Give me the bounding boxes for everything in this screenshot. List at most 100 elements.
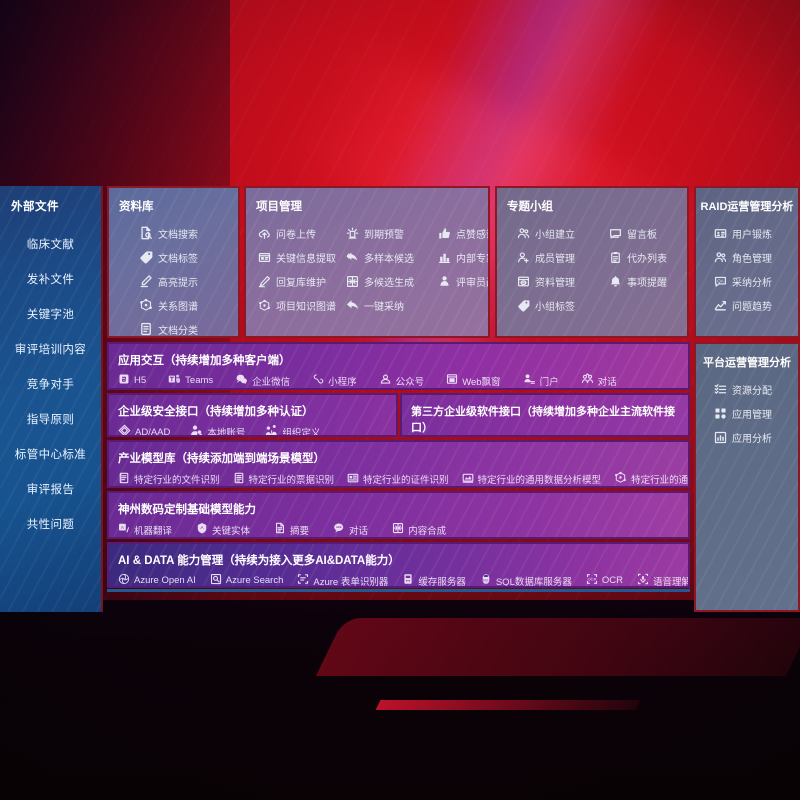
item-label: 语音理解	[652, 576, 690, 588]
item-questionnaire-upload[interactable]: 问卷上传	[258, 221, 346, 245]
sidebar-item-clinical-literature[interactable]: 临床文献	[26, 238, 75, 251]
item-document-classification[interactable]: 文档分类	[139, 317, 230, 336]
item-dialog[interactable]: 对话	[581, 373, 617, 388]
item-label: SQL数据库服务器	[495, 576, 572, 588]
item-group-creation[interactable]: 小组建立	[517, 221, 609, 245]
document-search-icon	[139, 226, 153, 240]
item-app-management[interactable]: 应用管理	[714, 401, 790, 425]
item-label: 应用管理	[732, 409, 772, 421]
sidebar-item-competitors[interactable]: 竞争对手	[26, 378, 75, 391]
item-id-recognition[interactable]: 特定行业的证件识别	[347, 472, 449, 486]
item-document-tag[interactable]: 文档标签	[139, 245, 230, 269]
item-sql-database-server[interactable]: SQL SQL数据库服务器	[480, 573, 572, 588]
item-h5[interactable]: H5	[118, 373, 146, 388]
portal-icon	[523, 373, 536, 388]
item-label: 对话	[349, 525, 369, 537]
item-reply-library-maintenance[interactable]: 回复库维护	[258, 269, 346, 293]
item-wechat-work[interactable]: 企业微信	[235, 373, 290, 388]
bell-icon	[609, 275, 622, 288]
thumbs-up-icon	[438, 227, 451, 240]
item-group-tag[interactable]: 小组标签	[517, 293, 609, 317]
item-multi-candidate-generation[interactable]: 多候选生成	[346, 269, 438, 293]
item-project-knowledge-graph[interactable]: 项目知识图谱	[258, 293, 346, 317]
item-label: 资源分配	[732, 385, 772, 397]
svg-text:A: A	[121, 525, 125, 531]
item-todo-list[interactable]: 代办列表	[609, 245, 679, 269]
item-web-float-window[interactable]: Web飘窗	[446, 373, 501, 388]
item-label: 用户锻炼	[732, 229, 772, 241]
item-official-account[interactable]: 公众号	[379, 373, 425, 388]
item-expiry-warning[interactable]: 到期预警	[346, 221, 438, 245]
item-highlight-hint[interactable]: 高亮提示	[139, 269, 230, 293]
row-app-interaction: 应用交互（持续增加多种客户端） H5 Teams 企业微信 小程序 公众号	[107, 342, 690, 390]
item-ad-aad[interactable]: AD/AAD	[118, 424, 170, 435]
sidebar-item-keyword-pool[interactable]: 关键字池	[26, 308, 75, 321]
id-card-icon	[714, 227, 727, 240]
graph-network-icon	[614, 471, 627, 486]
item-ocr[interactable]: OCR OCR	[586, 573, 623, 586]
speech-icon	[637, 573, 649, 586]
item-user-training[interactable]: 用户锻炼	[714, 221, 790, 245]
item-org-definition[interactable]: 组织定义	[265, 424, 320, 435]
sidebar-item-supplement-files[interactable]: 发补文件	[26, 273, 75, 286]
item-label: 文档搜索	[158, 229, 198, 241]
tag-icon	[139, 250, 153, 264]
item-file-recognition[interactable]: 特定行业的文件识别	[118, 472, 220, 486]
sidebar-item-review-training[interactable]: 审评培训内容	[14, 343, 87, 356]
item-role-management[interactable]: 角色管理	[714, 245, 790, 269]
item-azure-open-ai[interactable]: Azure Open AI	[118, 573, 196, 586]
item-one-click-adopt[interactable]: 一键采纳	[346, 293, 438, 317]
item-message-board[interactable]: 留言板	[609, 221, 679, 245]
row-item-list: H5 Teams 企业微信 小程序 公众号 Web飘窗	[109, 368, 688, 388]
person-add-icon	[517, 251, 530, 264]
item-cache-server[interactable]: 缓存服务器	[402, 573, 466, 586]
item-relation-graph[interactable]: 关系图谱	[139, 293, 230, 317]
item-speech-understanding[interactable]: 语音理解	[637, 573, 690, 588]
sidebar-item-guidelines[interactable]: 指导原则	[26, 413, 75, 426]
item-key-info-extraction[interactable]: 关键信息提取	[258, 245, 346, 269]
item-label: Teams	[185, 375, 214, 386]
item-local-account[interactable]: 本地账号	[190, 424, 245, 435]
row-title: AI & DATA 能力管理（持续为接入更多AI&DATA能力）	[118, 555, 400, 567]
item-key-entity[interactable]: A 关键实体	[196, 522, 250, 537]
pen-icon	[258, 275, 271, 288]
item-machine-translation[interactable]: A 机器翻译	[118, 522, 172, 537]
item-mini-program[interactable]: 小程序	[312, 373, 357, 388]
dialog-icon	[581, 373, 594, 388]
translate-icon: A	[118, 522, 130, 537]
item-app-analysis[interactable]: 应用分析	[714, 425, 790, 449]
item-portal[interactable]: 门户	[523, 373, 559, 388]
item-reviewer-profile[interactable]: 评审员画像	[438, 269, 488, 293]
sidebar-hatch-overlay	[0, 186, 101, 612]
content-synthesis-icon	[392, 522, 404, 537]
item-receipt-recognition[interactable]: 特定行业的票据识别	[233, 472, 334, 486]
item-azure-search[interactable]: Azure Search	[210, 573, 283, 586]
item-label: 公众号	[395, 376, 425, 388]
item-event-reminder[interactable]: 事项提醒	[609, 269, 679, 293]
item-multi-sample-candidate[interactable]: 多样本候选	[346, 245, 438, 269]
item-chat[interactable]: 对话	[333, 522, 368, 537]
item-issue-trend[interactable]: 问题趋势	[714, 293, 790, 317]
item-data-analysis-model[interactable]: 特定行业的通用数据分析模型	[462, 472, 601, 486]
arrow-reply-icon	[346, 299, 359, 312]
item-azure-form-recognizer[interactable]: Azure 表单识别器	[297, 573, 388, 586]
sidebar-item-common-issues[interactable]: 共性问题	[26, 518, 75, 531]
item-label: 小程序	[328, 376, 357, 388]
item-like-thanks[interactable]: 点赞感谢	[438, 221, 488, 245]
item-summary[interactable]: 摘要	[274, 522, 309, 537]
panel-raid-analysis: RAID运营管理分析 用户锻炼 角色管理 QA 采纳分析 问题趋势	[694, 186, 800, 338]
item-content-synthesis[interactable]: 内容合成	[392, 522, 446, 537]
item-internal-expert-ranking[interactable]: 内部专家排名	[438, 245, 488, 269]
item-document-search[interactable]: 文档搜索	[139, 221, 230, 245]
panel-item-grid: 问卷上传 到期预警 点赞感谢 关键信息提取 多样本候选 内部专家排名	[246, 214, 488, 317]
clipboard-icon	[609, 251, 622, 264]
item-label: 事项提醒	[627, 277, 667, 289]
sidebar-item-review-report[interactable]: 审评报告	[26, 483, 75, 496]
sidebar-item-standards-center[interactable]: 标管中心标准	[14, 448, 87, 461]
item-resource-allocation[interactable]: 资源分配	[714, 377, 790, 401]
item-member-management[interactable]: 成员管理	[517, 245, 609, 269]
item-material-management[interactable]: 资料管理	[517, 269, 609, 293]
item-knowledge-graph-model[interactable]: 特定行业的通用知识图谱模型	[614, 471, 688, 486]
item-adoption-analysis[interactable]: QA 采纳分析	[714, 269, 790, 293]
item-teams[interactable]: Teams	[168, 373, 213, 388]
